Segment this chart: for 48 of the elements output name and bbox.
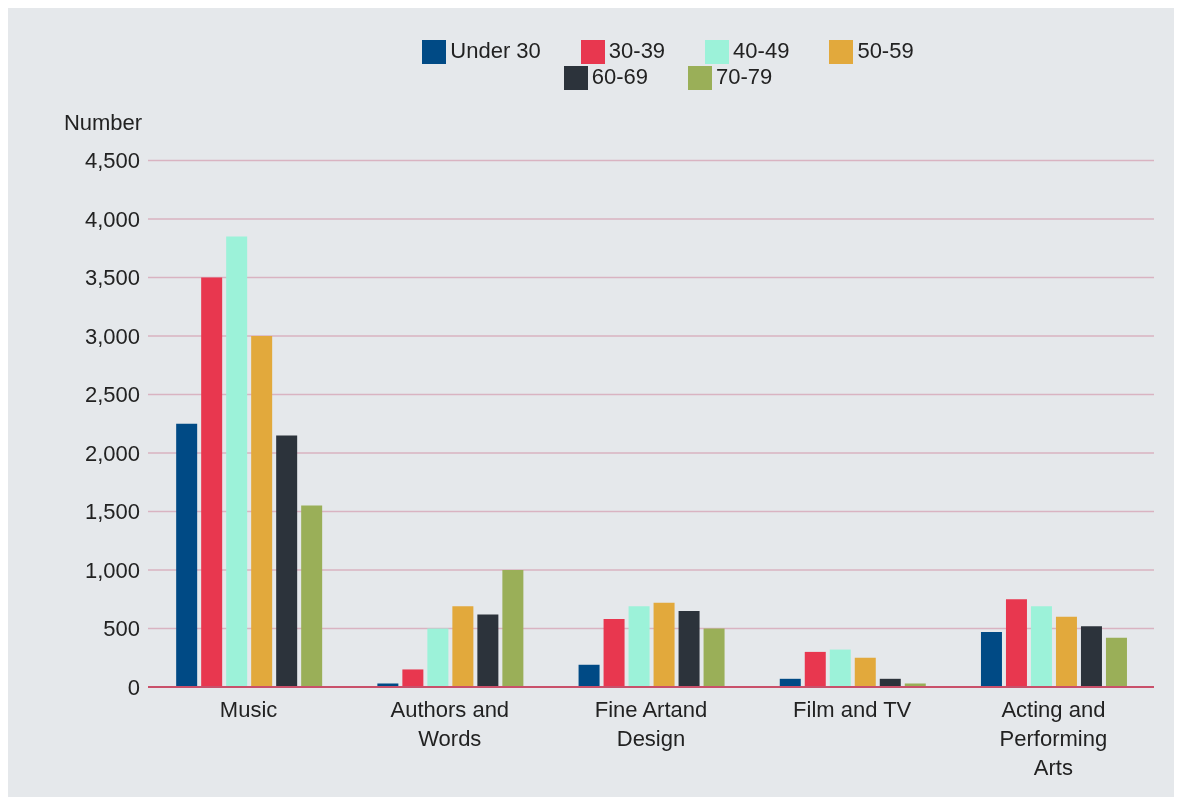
bar [829, 649, 851, 687]
y-tick-label: 1,500 [84, 499, 140, 525]
legend-label: 50-59 [857, 38, 914, 63]
bar [201, 277, 223, 687]
bar [1105, 637, 1127, 687]
x-tick-label: Film and TV [793, 697, 912, 722]
bar [502, 569, 524, 687]
x-tick-label: Fine Artand Design [594, 697, 708, 751]
legend-label: 40-49 [733, 38, 790, 63]
legend-label: 30-39 [608, 38, 666, 63]
y-tick-label: 2,500 [84, 382, 140, 408]
x-tick-label: Music [219, 697, 278, 722]
bar [678, 610, 700, 687]
bar [628, 606, 650, 687]
bar [477, 614, 499, 687]
bar [226, 236, 248, 687]
bar [251, 335, 273, 687]
bar [1080, 626, 1102, 687]
y-tick-label: 4,000 [84, 206, 140, 232]
legend-label: 70-79 [716, 64, 773, 90]
y-tick-label: 500 [103, 616, 140, 642]
bar [1055, 616, 1077, 687]
bar [402, 669, 424, 687]
y-tick-label: 2,000 [84, 440, 140, 466]
legend-label: Under 30 [450, 38, 541, 63]
y-tick-label: 3,500 [84, 265, 140, 291]
y-tick-label: 1,000 [84, 557, 140, 583]
bar [452, 606, 474, 687]
bar [578, 664, 600, 687]
bar [1030, 606, 1052, 687]
bar [301, 505, 323, 687]
y-tick-label: 4,500 [84, 148, 140, 174]
y-axis-title: Number [63, 110, 143, 136]
bar [176, 423, 198, 687]
bar [1005, 599, 1027, 687]
x-tick-label: Authors and Words [390, 697, 510, 751]
bar [603, 619, 625, 687]
bar [427, 628, 449, 687]
bar [804, 651, 826, 687]
y-tick-label: 0 [127, 674, 140, 700]
bar [854, 657, 876, 687]
bar [653, 602, 675, 687]
bar [703, 628, 725, 687]
x-tick-label: Acting and Performing Arts [999, 697, 1108, 780]
bar [980, 632, 1002, 687]
y-tick-label: 3,000 [84, 323, 140, 349]
legend-label: 60-69 [591, 64, 648, 90]
bar [276, 435, 298, 687]
